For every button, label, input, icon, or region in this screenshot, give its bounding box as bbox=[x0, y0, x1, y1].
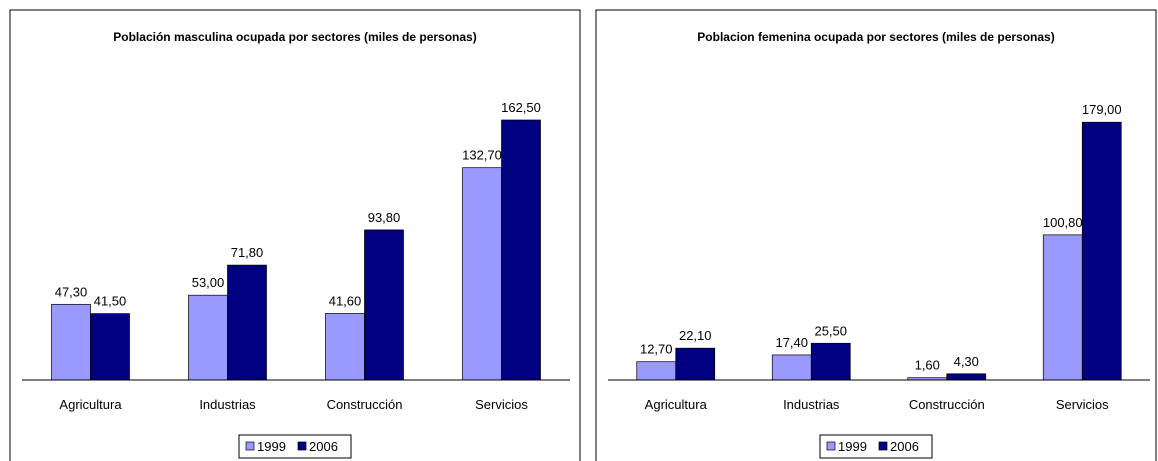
legend-swatch bbox=[878, 441, 888, 451]
bar bbox=[946, 373, 987, 381]
bar bbox=[188, 294, 228, 381]
x-tick-label: Construcción bbox=[909, 397, 985, 412]
x-tick-label: Industrias bbox=[783, 397, 840, 412]
data-label: 132,70 bbox=[462, 148, 502, 163]
bar bbox=[51, 303, 91, 381]
legend-swatch bbox=[826, 441, 836, 451]
title-line: Población masculina ocupada por sectores… bbox=[113, 30, 476, 44]
x-tick-label: Servicios bbox=[1056, 397, 1109, 412]
bar bbox=[1042, 234, 1083, 381]
chart-title: Poblacion femenina ocupada por sectores … bbox=[697, 30, 1054, 44]
bar bbox=[462, 167, 502, 381]
data-label: 71,80 bbox=[231, 245, 264, 260]
chart-title: Población masculina ocupada por sectores… bbox=[113, 30, 476, 44]
legend-label: 1999 bbox=[838, 439, 867, 454]
x-tick-label: Industrias bbox=[199, 397, 256, 412]
legend-swatch bbox=[297, 441, 307, 451]
bar bbox=[501, 119, 541, 381]
bar bbox=[364, 229, 404, 381]
data-label: 53,00 bbox=[192, 275, 225, 290]
legend-label: 2006 bbox=[890, 439, 919, 454]
data-label: 100,80 bbox=[1043, 215, 1083, 230]
data-label: 17,40 bbox=[775, 335, 808, 350]
data-label: 1,60 bbox=[915, 358, 940, 373]
data-label: 47,30 bbox=[55, 284, 88, 299]
legend-box bbox=[819, 434, 933, 459]
bar bbox=[1081, 121, 1122, 381]
legend-label: 2006 bbox=[309, 439, 338, 454]
x-tick-label: Servicios bbox=[475, 397, 528, 412]
legend-swatch bbox=[245, 441, 255, 451]
data-label: 12,70 bbox=[640, 342, 673, 357]
bar bbox=[636, 361, 677, 381]
bar bbox=[771, 354, 812, 381]
bar bbox=[227, 264, 267, 381]
data-label: 41,50 bbox=[94, 294, 127, 309]
legend-box bbox=[238, 434, 352, 459]
x-tick-label: Construcción bbox=[327, 397, 403, 412]
data-label: 22,10 bbox=[679, 328, 712, 343]
title-line: Poblacion femenina ocupada por sectores … bbox=[697, 30, 1054, 44]
bar bbox=[675, 347, 716, 381]
bar bbox=[325, 313, 365, 381]
bar bbox=[810, 342, 851, 381]
data-label: 25,50 bbox=[814, 323, 847, 338]
bar bbox=[90, 313, 130, 381]
data-label: 41,60 bbox=[329, 293, 362, 308]
x-tick-label: Agricultura bbox=[645, 397, 708, 412]
legend-label: 1999 bbox=[257, 439, 286, 454]
x-tick-label: Agricultura bbox=[59, 397, 122, 412]
data-label: 179,00 bbox=[1082, 102, 1122, 117]
data-label: 93,80 bbox=[368, 210, 401, 225]
data-label: 162,50 bbox=[501, 100, 541, 115]
data-label: 4,30 bbox=[954, 354, 979, 369]
